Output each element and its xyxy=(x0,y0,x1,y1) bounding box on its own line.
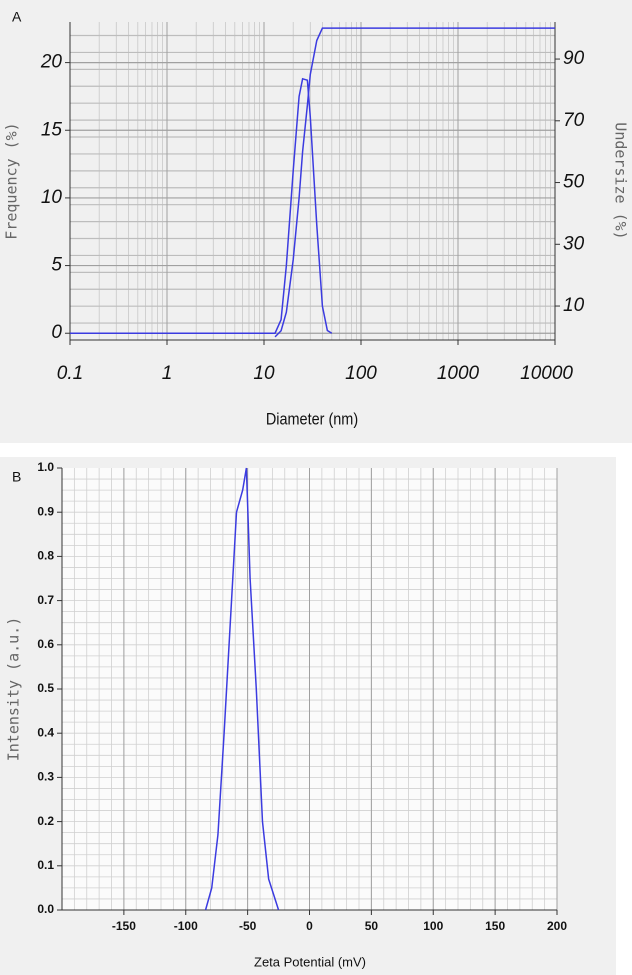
y2-axis-title: Undersize (%) xyxy=(612,122,630,239)
y-tick-label: 0.2 xyxy=(37,814,54,828)
x-tick-label: 100 xyxy=(423,919,443,933)
panel-label: A xyxy=(12,9,22,25)
data-line xyxy=(70,77,333,334)
x-tick-label: 150 xyxy=(485,919,505,933)
y-tick-label: 0.4 xyxy=(37,725,54,739)
y-tick-label: 0.0 xyxy=(37,902,54,916)
y-axis-title: Intensity (a.u.) xyxy=(5,617,23,762)
y-tick-label: 15 xyxy=(41,119,63,140)
x-tick-label: 10000 xyxy=(520,363,573,384)
y-tick-label: 0 xyxy=(51,322,62,343)
y-tick-label: 0.6 xyxy=(37,637,54,651)
x-axis-title: Zeta Potential (mV) xyxy=(254,954,366,969)
y-tick-label: 0.5 xyxy=(37,681,54,695)
y-tick-label: 0.7 xyxy=(37,593,54,607)
x-tick-label: 1 xyxy=(162,363,173,384)
y-tick-label: 20 xyxy=(40,52,63,73)
x-tick-label: 50 xyxy=(365,919,379,933)
y-tick-label: 0.9 xyxy=(37,504,54,518)
y-tick-label: 5 xyxy=(51,255,62,276)
x-tick-label: 200 xyxy=(547,919,567,933)
x-tick-label: -150 xyxy=(112,919,136,933)
panel-label: B xyxy=(12,469,21,485)
y2-tick-label: 70 xyxy=(563,110,585,131)
y2-tick-label: 30 xyxy=(563,233,585,254)
x-tick-label: 0.1 xyxy=(57,363,83,384)
y2-tick-label: 90 xyxy=(563,48,585,69)
x-tick-label: -50 xyxy=(239,919,257,933)
x-tick-label: -100 xyxy=(174,919,198,933)
y2-tick-label: 10 xyxy=(563,295,585,316)
x-tick-label: 10 xyxy=(253,363,275,384)
x-tick-label: 100 xyxy=(345,363,377,384)
y-tick-label: 0.1 xyxy=(37,858,54,872)
y-tick-label: 0.3 xyxy=(37,770,54,784)
y-tick-label: 10 xyxy=(41,187,63,208)
y-tick-label: 0.8 xyxy=(37,549,54,563)
x-tick-label: 0 xyxy=(306,919,313,933)
y-axis-title: Frequency (%) xyxy=(3,122,21,239)
data-line xyxy=(204,467,280,911)
x-axis-title: Diameter (nm) xyxy=(266,410,358,428)
data-line xyxy=(274,27,555,338)
y-tick-label: 1.0 xyxy=(37,460,54,474)
x-tick-label: 1000 xyxy=(437,363,480,384)
y2-tick-label: 50 xyxy=(563,172,585,193)
